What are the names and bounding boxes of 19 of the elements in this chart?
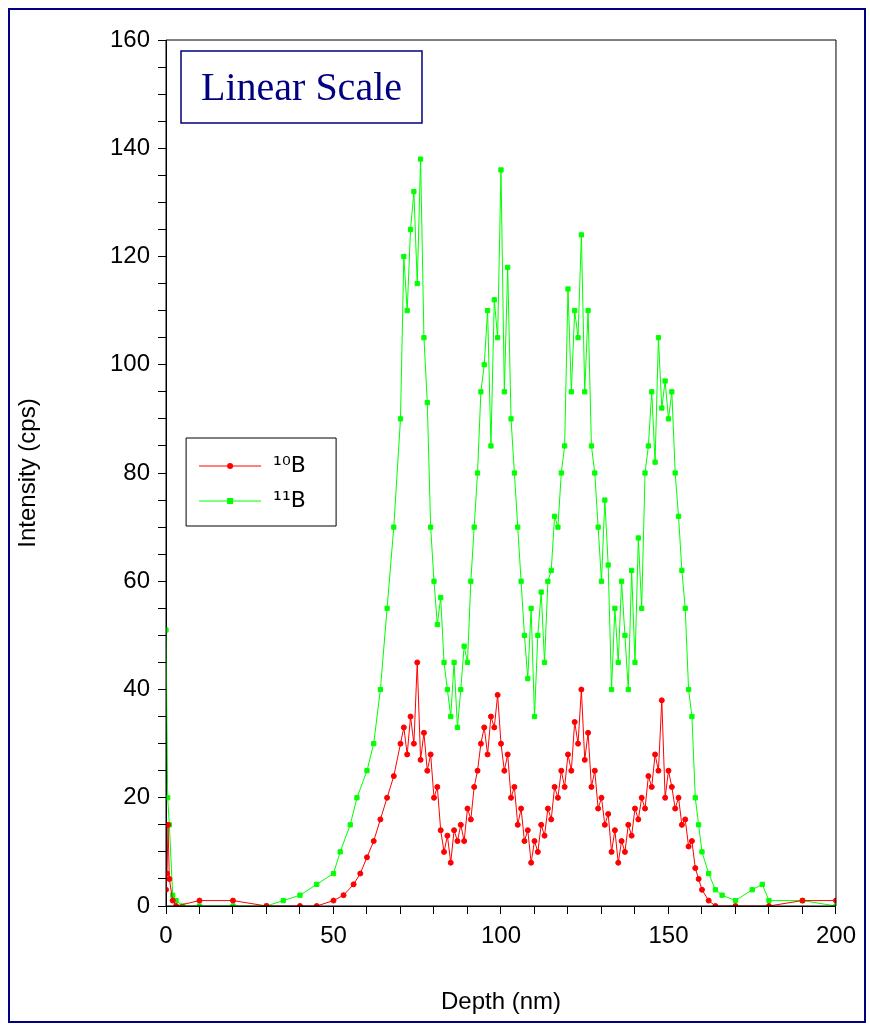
- x-tick-label: 100: [480, 921, 522, 949]
- y-tick-label: 80: [123, 457, 150, 485]
- y-tick-label: 140: [109, 132, 150, 160]
- x-tick-label: 0: [159, 921, 173, 949]
- y-axis-title: Intensity (cps): [13, 398, 41, 548]
- y-tick-label: 0: [136, 890, 150, 918]
- y-tick-label: 20: [123, 782, 150, 810]
- y-tick-label: 40: [123, 674, 150, 702]
- legend-label: ¹⁰B: [273, 451, 306, 477]
- text: Linear Scale: [201, 63, 402, 109]
- legend-label: ¹¹B: [273, 486, 306, 512]
- y-tick-label: 60: [123, 565, 150, 593]
- x-tick-label: 150: [648, 921, 689, 949]
- y-tick-label: 100: [109, 349, 150, 377]
- y-tick-label: 120: [109, 241, 150, 269]
- x-tick-label: 200: [815, 921, 856, 949]
- y-tick-label: 160: [109, 24, 150, 52]
- x-tick-label: 50: [320, 921, 347, 949]
- x-axis-title: Depth (nm): [440, 987, 562, 1015]
